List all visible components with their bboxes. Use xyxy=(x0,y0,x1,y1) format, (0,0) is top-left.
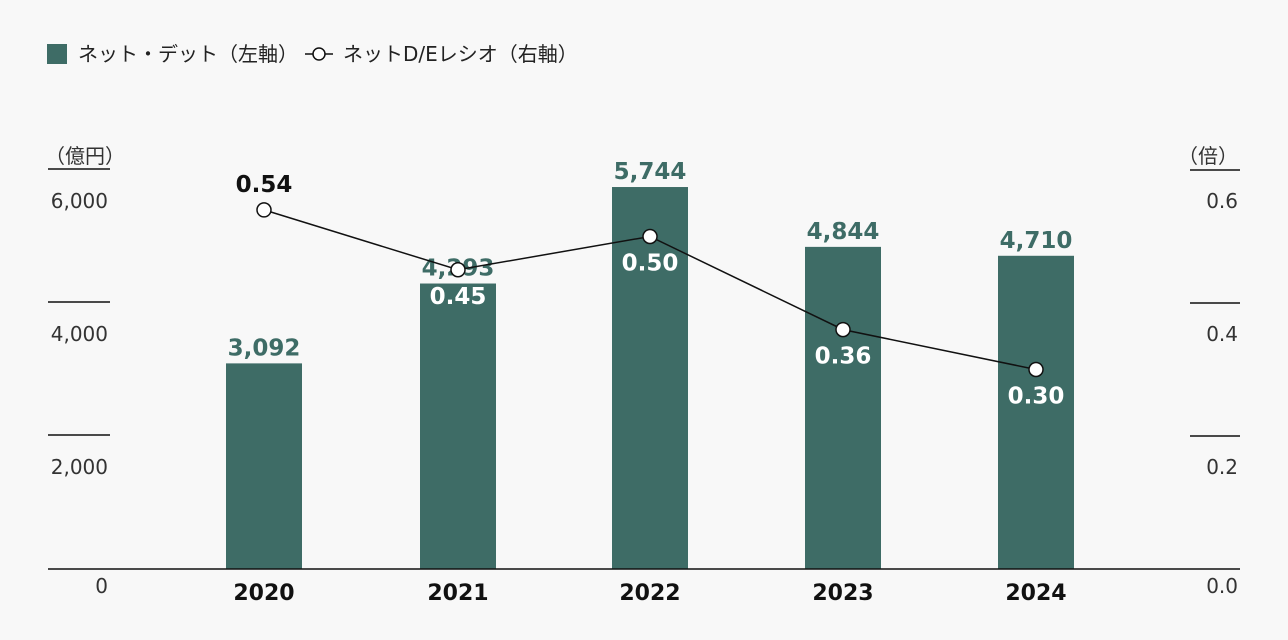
line-value-label: 0.50 xyxy=(622,251,679,277)
line-value-label: 0.45 xyxy=(430,284,487,310)
bar-value-label: 3,092 xyxy=(228,335,301,361)
right-tick-label: 0.2 xyxy=(1206,455,1238,479)
left-axis: 0 2,000 4,000 6,000 xyxy=(48,168,110,598)
bar xyxy=(998,255,1074,569)
legend: ネット・デット（左軸） ネットD/Eレシオ（右軸） xyxy=(47,42,578,66)
line-value-label: 0.36 xyxy=(815,344,872,370)
bar xyxy=(805,246,881,569)
right-tick-label: 0.4 xyxy=(1206,322,1238,346)
right-tick-label: 0.0 xyxy=(1206,574,1238,598)
legend-line-marker xyxy=(312,47,326,61)
legend-line-label: ネットD/Eレシオ（右軸） xyxy=(343,42,578,66)
right-axis: 0.0 0.2 0.4 0.6 xyxy=(1190,169,1240,598)
legend-bar-label: ネット・デット（左軸） xyxy=(78,42,298,66)
left-tick-label: 4,000 xyxy=(51,322,108,346)
bar xyxy=(226,363,302,569)
x-tick-label: 2021 xyxy=(427,581,488,606)
bar xyxy=(612,187,688,570)
left-axis-unit: （億円） xyxy=(45,144,125,168)
line-point xyxy=(642,228,658,245)
bar-value-label: 4,844 xyxy=(807,219,880,245)
line-point xyxy=(1028,361,1044,378)
x-tick-label: 2020 xyxy=(233,581,294,606)
bar-value-label: 5,744 xyxy=(614,159,687,185)
left-tick-label: 6,000 xyxy=(51,189,108,213)
right-axis-unit: （倍） xyxy=(1178,144,1238,168)
line-value-label: 0.54 xyxy=(236,172,293,198)
right-tick-label: 0.6 xyxy=(1206,189,1238,213)
left-tick-label: 0 xyxy=(95,574,108,598)
left-tick-label: 2,000 xyxy=(51,455,108,479)
x-tick-label: 2024 xyxy=(1005,581,1066,606)
x-tick-label: 2023 xyxy=(812,581,873,606)
bar xyxy=(420,283,496,569)
x-axis: 2020 2021 2022 2023 2024 xyxy=(233,581,1066,606)
line-point xyxy=(835,321,851,338)
line-point xyxy=(256,202,272,218)
line-series: 0.54 0.45 0.50 0.36 0.30 xyxy=(236,172,1065,410)
bar-value-label: 4,710 xyxy=(1000,228,1073,254)
legend-bar-swatch xyxy=(47,44,67,64)
x-tick-label: 2022 xyxy=(619,581,680,606)
line-point xyxy=(450,262,466,278)
line-value-label: 0.30 xyxy=(1008,384,1065,410)
